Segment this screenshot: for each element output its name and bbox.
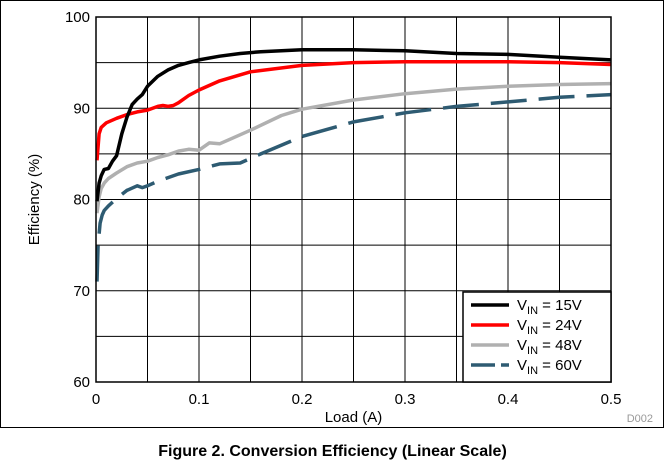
grid-lines <box>96 17 611 382</box>
series-layer <box>95 48 612 282</box>
legend-entry-label: VIN = 48V <box>517 337 582 357</box>
y-tick-labels: 60 70 80 90 100 <box>65 9 90 391</box>
x-axis-label: Load (A) <box>325 409 383 426</box>
x-tick-label: 0.4 <box>498 391 519 408</box>
series-line-2 <box>95 81 612 214</box>
legend-entry-label: VIN = 24V <box>517 317 582 337</box>
x-tick-label: 0.2 <box>292 391 313 408</box>
x-tick-labels: 0 0.1 0.2 0.3 0.4 0.5 <box>92 391 622 408</box>
y-tick-label: 60 <box>73 374 90 391</box>
x-tick-label: 0.1 <box>189 391 210 408</box>
x-tick-label: 0 <box>92 391 100 408</box>
legend-entry-label: VIN = 60V <box>517 357 582 377</box>
figure-frame: 0 0.1 0.2 0.3 0.4 0.5 60 70 80 90 100 Load (A) Ef… <box>0 0 664 428</box>
x-tick-label: 0.5 <box>601 391 622 408</box>
y-tick-label: 90 <box>73 100 90 117</box>
y-axis-label: Efficiency (%) <box>26 154 43 245</box>
legend-entry-label: VIN = 15V <box>517 297 582 317</box>
legend-box <box>462 291 612 383</box>
figure-id: D002 <box>627 413 653 425</box>
y-tick-label: 80 <box>73 192 90 209</box>
series-line-0 <box>95 48 612 202</box>
y-tick-label: 100 <box>65 9 90 26</box>
series-line-1 <box>95 59 612 161</box>
series-line-3 <box>95 92 612 282</box>
figure-caption: Figure 2. Conversion Efficiency (Linear … <box>158 443 507 460</box>
plot-border <box>95 16 612 383</box>
efficiency-chart: 0 0.1 0.2 0.3 0.4 0.5 60 70 80 90 100 Load (A) Ef… <box>26 9 653 426</box>
x-tick-label: 0.3 <box>395 391 416 408</box>
y-tick-label: 70 <box>73 283 90 300</box>
